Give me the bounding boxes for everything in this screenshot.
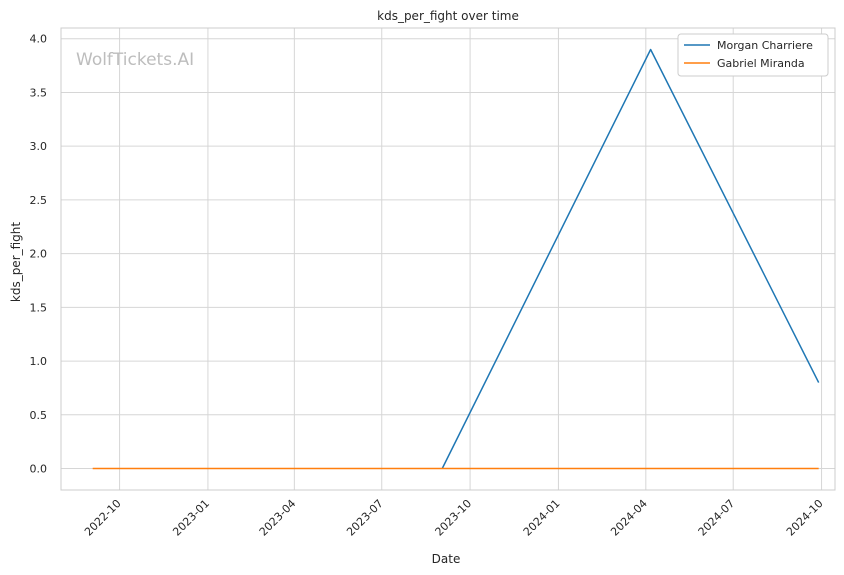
- y-tick-label-2.0: 2.0: [30, 248, 48, 261]
- y-tick-label-3.0: 3.0: [30, 140, 48, 153]
- legend-label-gabriel-miranda: Gabriel Miranda: [717, 57, 805, 70]
- x-tick-label-2023-04: 2023-04: [257, 497, 299, 539]
- chart-title: kds_per_fight over time: [377, 9, 519, 23]
- tick-labels: 2022-10 2023-01 2023-04 2023-07 2023-10 2024-…: [30, 33, 826, 539]
- y-tick-label-0.5: 0.5: [30, 409, 48, 422]
- x-tick-label-2024-04: 2024-04: [608, 497, 650, 539]
- plot-frame: [60, 27, 836, 491]
- y-tick-label-2.5: 2.5: [30, 194, 48, 207]
- y-tick-label-0.0: 0.0: [30, 463, 48, 476]
- x-tick-label-2023-01: 2023-01: [170, 497, 212, 539]
- series-line-morgan-charriere: [441, 48, 820, 469]
- watermark-text: WolfTickets.AI: [76, 50, 194, 70]
- y-tick-label-3.5: 3.5: [30, 86, 48, 99]
- legend-box: [677, 33, 829, 77]
- x-tick-label-2023-07: 2023-07: [344, 497, 386, 539]
- x-tick-label-2024-01: 2024-01: [521, 497, 563, 539]
- y-tick-label-1.0: 1.0: [30, 355, 48, 368]
- x-tick-label-2022-10: 2022-10: [82, 497, 124, 539]
- y-tick-label-4.0: 4.0: [30, 33, 48, 46]
- x-tick-label-2024-10: 2024-10: [784, 497, 826, 539]
- y-tick-label-1.5: 1.5: [30, 301, 48, 314]
- legend: Morgan Charriere Gabriel Miranda: [677, 33, 829, 77]
- legend-label-morgan-charriere: Morgan Charriere: [717, 39, 813, 52]
- x-tick-label-2023-10: 2023-10: [433, 497, 475, 539]
- x-axis-title: Date: [432, 552, 461, 566]
- y-axis-title: kds_per_fight: [9, 222, 23, 303]
- series-lines: [92, 48, 820, 470]
- grid-lines: [61, 28, 835, 490]
- x-tick-label-2024-07: 2024-07: [696, 497, 738, 539]
